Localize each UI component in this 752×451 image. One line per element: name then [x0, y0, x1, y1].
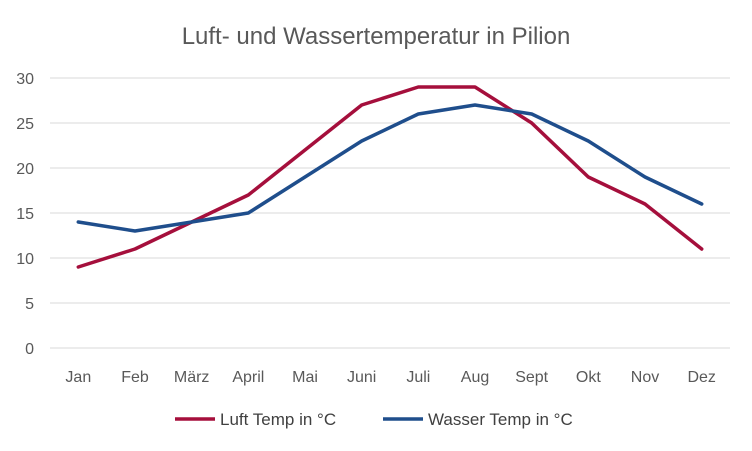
- data-point: [416, 85, 420, 89]
- y-tick-label: 0: [25, 341, 34, 358]
- data-point: [133, 247, 137, 251]
- legend-label-1: Luft Temp in °C: [220, 410, 336, 429]
- y-tick-label: 20: [16, 161, 34, 178]
- data-point: [246, 211, 250, 215]
- data-point: [303, 148, 307, 152]
- y-tick-label: 5: [25, 296, 34, 313]
- x-tick-label: Jan: [65, 369, 91, 386]
- data-point: [530, 112, 534, 116]
- x-tick-label: Okt: [576, 369, 601, 386]
- data-point: [473, 85, 477, 89]
- data-point: [530, 121, 534, 125]
- x-tick-label: März: [174, 369, 210, 386]
- x-tick-label: Feb: [121, 369, 149, 386]
- data-point: [643, 202, 647, 206]
- x-tick-label: Aug: [461, 369, 489, 386]
- x-axis-ticks: Jan Feb März April Mai Juni Juli Aug Sept Okt Nov D…: [65, 369, 715, 386]
- data-point: [473, 103, 477, 107]
- chart-title: Luft- und Wassertemperatur in Pilion: [182, 23, 571, 50]
- x-tick-label: Juni: [347, 369, 376, 386]
- series-line-2: [76, 103, 704, 233]
- y-axis-ticks: 0 5 10 15 20 25 30: [16, 71, 34, 358]
- y-tick-label: 15: [16, 206, 34, 223]
- data-point: [133, 229, 137, 233]
- x-tick-label: Juli: [406, 369, 430, 386]
- data-point: [700, 247, 704, 251]
- x-tick-label: Sept: [515, 369, 548, 386]
- data-point: [76, 220, 80, 224]
- y-tick-label: 30: [16, 71, 34, 88]
- legend-label-2: Wasser Temp in °C: [428, 410, 573, 429]
- data-point: [360, 103, 364, 107]
- data-point: [76, 265, 80, 269]
- data-point: [586, 175, 590, 179]
- x-tick-label: Nov: [631, 369, 659, 386]
- y-tick-label: 10: [16, 251, 34, 268]
- data-point: [190, 220, 194, 224]
- y-tick-label: 25: [16, 116, 34, 133]
- data-point: [586, 139, 590, 143]
- x-tick-label: April: [232, 369, 264, 386]
- data-point: [416, 112, 420, 116]
- data-point: [700, 202, 704, 206]
- data-point: [303, 175, 307, 179]
- data-point: [643, 175, 647, 179]
- series-lines: [76, 85, 704, 269]
- series-line-1: [76, 85, 704, 269]
- legend: Luft Temp in °C Wasser Temp in °C: [175, 410, 573, 429]
- x-tick-label: Mai: [292, 369, 318, 386]
- x-tick-label: Dez: [687, 369, 715, 386]
- gridlines: [50, 77, 730, 349]
- data-point: [246, 193, 250, 197]
- data-point: [360, 139, 364, 143]
